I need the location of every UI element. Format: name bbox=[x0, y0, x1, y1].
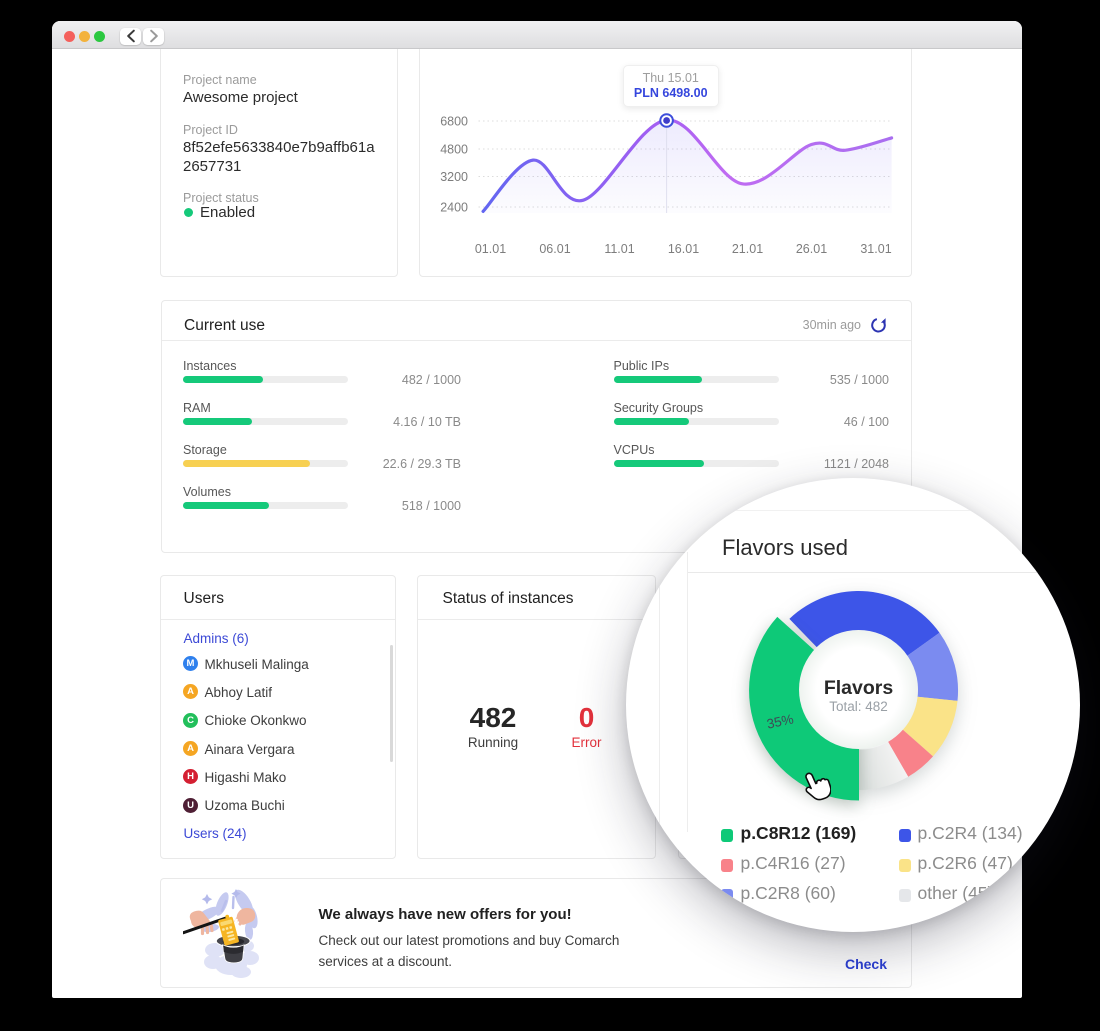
svg-text:16.01: 16.01 bbox=[667, 242, 698, 256]
svg-text:4800: 4800 bbox=[440, 143, 468, 157]
svg-text:2400: 2400 bbox=[440, 201, 468, 215]
svg-text:Total: 482: Total: 482 bbox=[829, 699, 888, 714]
svg-text:6800: 6800 bbox=[440, 115, 468, 129]
svg-text:26.01: 26.01 bbox=[795, 242, 826, 256]
svg-text:35%: 35% bbox=[765, 711, 795, 731]
svg-text:21.01: 21.01 bbox=[731, 242, 762, 256]
svg-text:06.01: 06.01 bbox=[539, 242, 570, 256]
svg-text:3200: 3200 bbox=[440, 170, 468, 184]
svg-text:Flavors: Flavors bbox=[824, 677, 894, 699]
svg-text:01.01: 01.01 bbox=[474, 242, 505, 256]
svg-text:11.01: 11.01 bbox=[604, 242, 634, 256]
svg-text:31.01: 31.01 bbox=[860, 242, 891, 256]
